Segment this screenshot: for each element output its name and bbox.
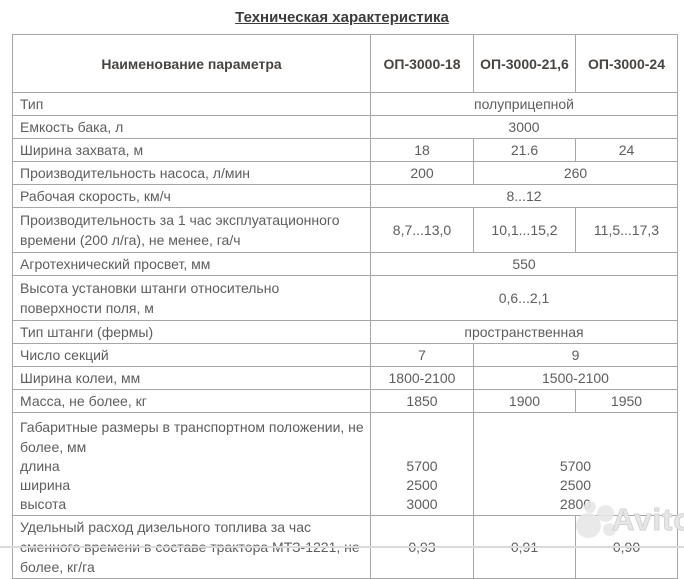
- value-cell-group: 5700 2500 2800: [473, 412, 678, 516]
- param-label: Габаритные размеры в транспортном положе…: [20, 419, 364, 455]
- param-label: Производительность насоса, л/мин: [12, 161, 371, 185]
- param-label: Агротехнический просвет, мм: [12, 252, 371, 276]
- value-width: 2500: [559, 477, 592, 493]
- value-cell: 9: [473, 343, 678, 367]
- value-cell: 1500-2100: [473, 366, 678, 390]
- page-title: Техническая характеристика: [235, 9, 449, 26]
- table-row-type: Тип полуприцепной: [12, 92, 678, 116]
- param-label: Емкость бака, л: [12, 115, 371, 139]
- table-row-sections-count: Число секций 7 9: [12, 343, 678, 367]
- param-label: Тип штанги (фермы): [12, 320, 371, 344]
- spec-table: Наименование параметра ОП-3000-18 ОП-300…: [12, 34, 678, 579]
- table-header-row: Наименование параметра ОП-3000-18 ОП-300…: [12, 34, 678, 93]
- column-header-model-op-3000-18: ОП-3000-18: [370, 34, 474, 93]
- param-label-group: Габаритные размеры в транспортном положе…: [12, 412, 371, 516]
- dimension-label-height: высота: [20, 496, 67, 512]
- param-label: Ширина захвата, м: [12, 138, 371, 162]
- value-cell: 7: [370, 343, 474, 367]
- value-cell: 200: [370, 161, 474, 185]
- value-cell: полуприцепной: [370, 92, 678, 116]
- param-label: Число секций: [12, 343, 371, 367]
- value-cell: 550: [370, 252, 678, 276]
- table-row-mass: Масса, не более, кг 1850 1900 1950: [12, 389, 678, 413]
- param-label: Высота установки штанги относительно пов…: [12, 275, 371, 321]
- table-row-pump-capacity: Производительность насоса, л/мин 200 260: [12, 161, 678, 185]
- bottom-divider: [0, 546, 684, 548]
- table-row-track-width: Ширина колеи, мм 1800-2100 1500-2100: [12, 366, 678, 390]
- table-row-swath-width: Ширина захвата, м 18 21.6 24: [12, 138, 678, 162]
- param-label: Рабочая скорость, км/ч: [12, 184, 371, 208]
- value-cell: 18: [370, 138, 474, 162]
- value-cell: 24: [575, 138, 678, 162]
- column-header-parameter: Наименование параметра: [12, 34, 371, 93]
- table-row-transport-dimensions: Габаритные размеры в транспортном положе…: [12, 412, 678, 516]
- table-row-boom-type: Тип штанги (фермы) пространственная: [12, 320, 678, 344]
- value-cell: 11,5...17,3: [575, 207, 678, 253]
- value-cell: 1900: [473, 389, 576, 413]
- table-row-hourly-output: Производительность за 1 час эксплуатацио…: [12, 207, 678, 253]
- value-height: 3000: [406, 496, 438, 512]
- column-header-model-op-3000-21-6: ОП-3000-21,6: [473, 34, 576, 93]
- value-length: 5700: [559, 458, 592, 474]
- param-label: Масса, не более, кг: [12, 389, 371, 413]
- value-cell-group: 5700 2500 3000: [370, 412, 474, 516]
- table-row-boom-height: Высота установки штанги относительно пов…: [12, 275, 678, 321]
- value-cell: 10,1...15,2: [473, 207, 576, 253]
- column-header-model-op-3000-24: ОП-3000-24: [575, 34, 678, 93]
- spacer: [477, 417, 674, 457]
- value-cell: 8...12: [370, 184, 678, 208]
- value-width: 2500: [406, 477, 438, 493]
- value-cell: пространственная: [370, 320, 678, 344]
- dimension-label-length: длина: [20, 458, 60, 474]
- param-label: Производительность за 1 час эксплуатацио…: [12, 207, 371, 253]
- param-label: Тип: [12, 92, 371, 116]
- value-height: 2800: [559, 496, 592, 512]
- table-row-tank-capacity: Емкость бака, л 3000: [12, 115, 678, 139]
- value-cell: 8,7...13,0: [370, 207, 474, 253]
- table-row-agro-clearance: Агротехнический просвет, мм 550: [12, 252, 678, 276]
- value-length: 5700: [406, 458, 438, 474]
- param-label: Ширина колеи, мм: [12, 366, 371, 390]
- dimension-label-width: ширина: [20, 477, 71, 493]
- spacer: [374, 417, 470, 457]
- value-cell: 1800-2100: [370, 366, 474, 390]
- value-cell: 0,6...2,1: [370, 275, 678, 321]
- value-cell: 21.6: [473, 138, 576, 162]
- value-cell: 3000: [370, 115, 678, 139]
- value-cell: 1950: [575, 389, 678, 413]
- value-cell: 260: [473, 161, 678, 185]
- value-cell: 1850: [370, 389, 474, 413]
- table-row-working-speed: Рабочая скорость, км/ч 8...12: [12, 184, 678, 208]
